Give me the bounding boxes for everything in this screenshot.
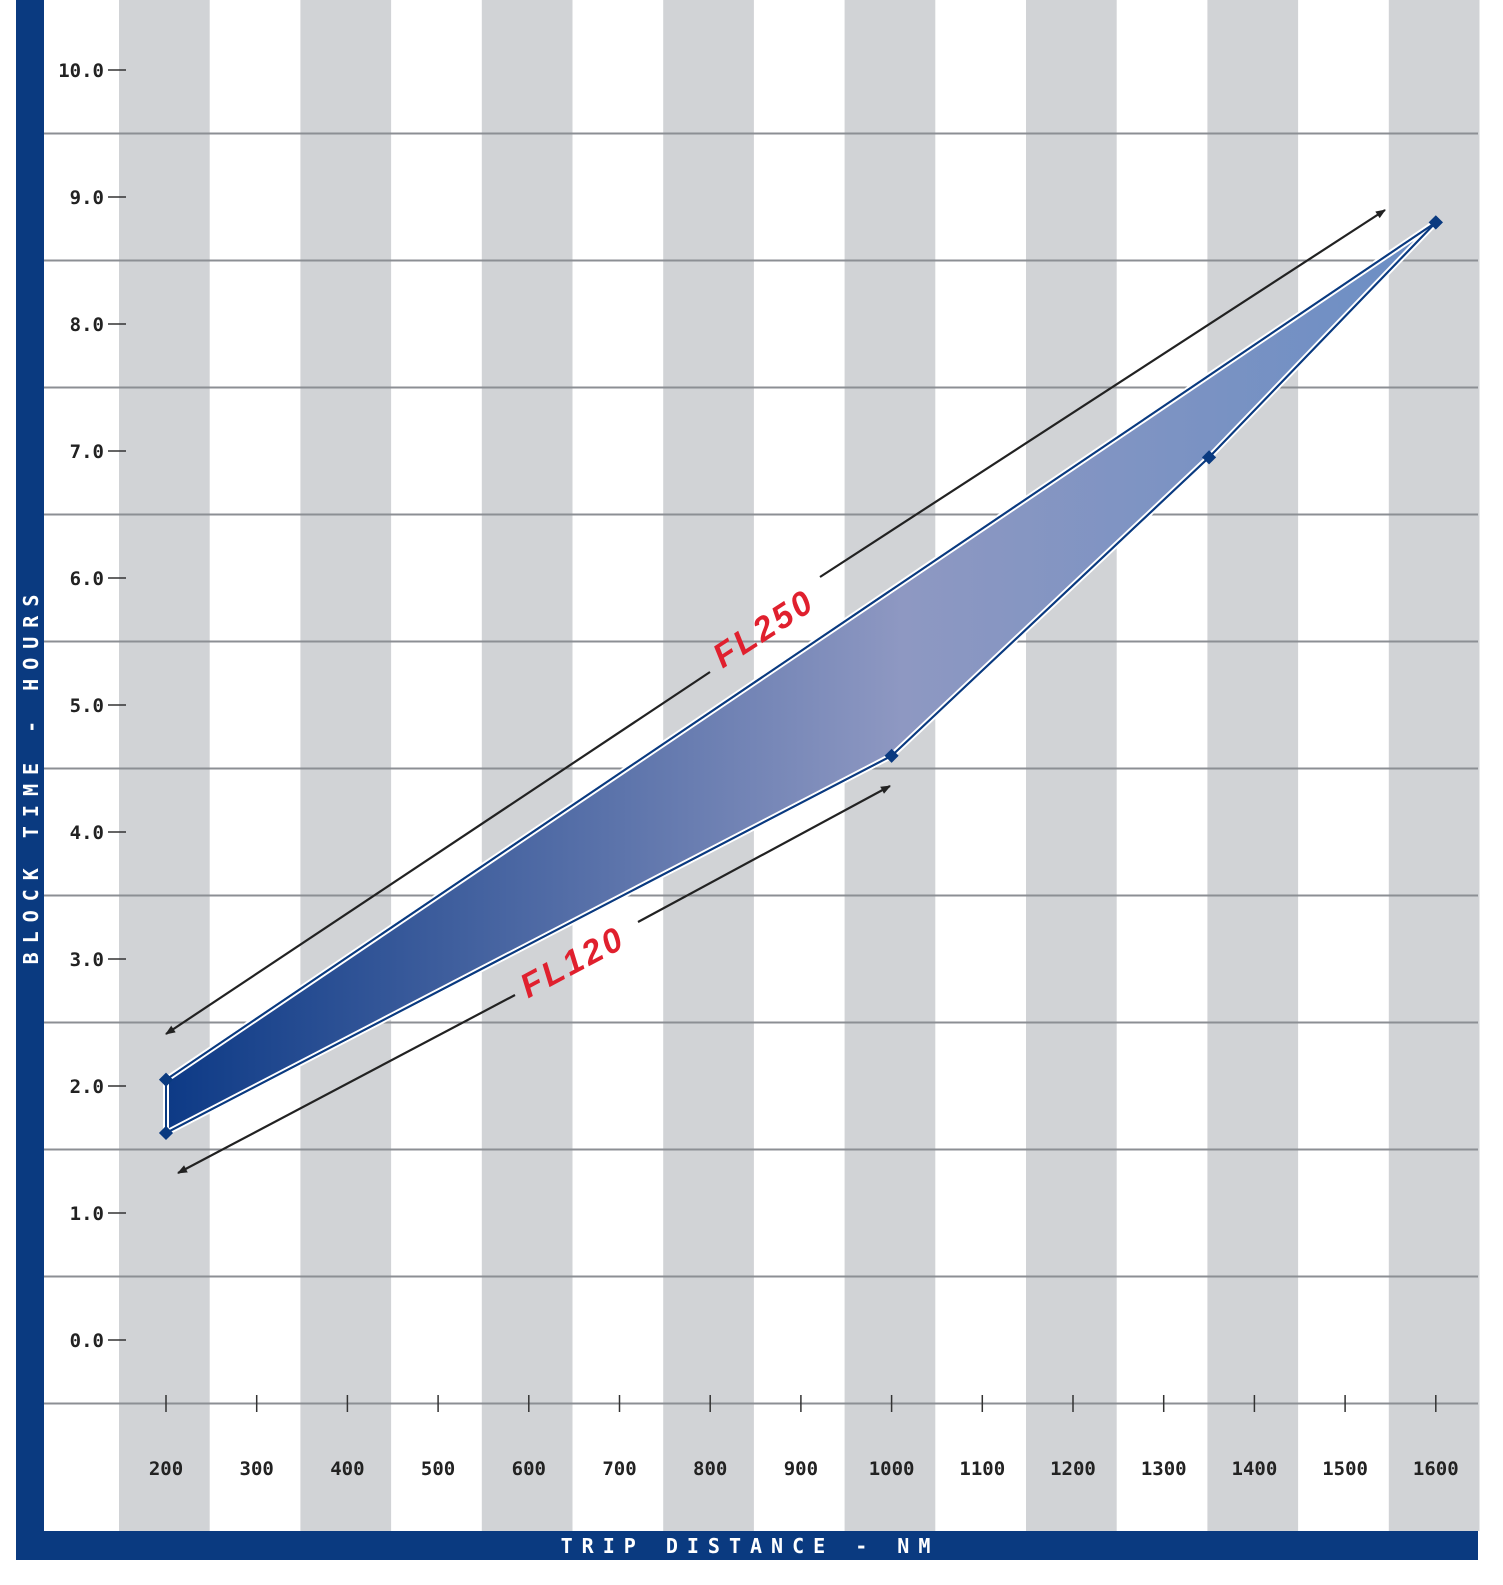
left-axis-bar xyxy=(16,0,44,1560)
y-tick-label: 9.0 xyxy=(70,187,104,209)
data-point-fl120 xyxy=(158,1125,174,1141)
x-tick-label: 1000 xyxy=(869,1458,915,1480)
y-axis-ticks: 0.0 1.0 2.0 3.0 4.0 5.0 6.0 7.0 8.0 9.0 10.0 xyxy=(58,60,126,1352)
x-axis-title: TRIP DISTANCE - NM xyxy=(561,1534,940,1558)
background-band xyxy=(1388,0,1480,1531)
background-band xyxy=(119,0,210,1531)
bottom-axis-bar xyxy=(16,1531,1478,1560)
x-tick-label: 500 xyxy=(421,1458,455,1480)
series-line-fl120 xyxy=(165,221,1437,1134)
y-tick-label: 5.0 xyxy=(70,695,104,717)
x-tick-label: 200 xyxy=(149,1458,183,1480)
y-tick-label: 10.0 xyxy=(58,60,104,82)
fl250-arrow-upper xyxy=(819,209,1386,578)
x-tick-label: 1300 xyxy=(1141,1458,1187,1480)
background-band xyxy=(300,0,392,1531)
y-tick-label: 2.0 xyxy=(70,1076,104,1098)
y-tick-label: 4.0 xyxy=(70,822,104,844)
y-axis-title: BLOCK TIME - HOURS xyxy=(19,586,43,965)
data-point-fl120 xyxy=(1428,215,1443,230)
x-tick-label: 1500 xyxy=(1322,1458,1368,1480)
fl120-arrow-upper xyxy=(637,785,891,923)
x-tick-label: 900 xyxy=(784,1458,818,1480)
y-tick-label: 7.0 xyxy=(70,441,104,463)
x-tick-label: 600 xyxy=(512,1458,546,1480)
x-tick-label: 800 xyxy=(693,1458,727,1480)
y-tick-label: 0.0 xyxy=(70,1330,104,1352)
x-tick-label: 700 xyxy=(602,1458,636,1480)
x-tick-label: 400 xyxy=(330,1458,364,1480)
y-tick-label: 6.0 xyxy=(70,568,104,590)
background-band xyxy=(1026,0,1117,1531)
x-tick-label: 300 xyxy=(240,1458,274,1480)
x-tick-label: 1100 xyxy=(959,1458,1005,1480)
series-line-fl250 xyxy=(165,221,1437,1081)
block-time-envelope xyxy=(163,219,1439,1136)
y-tick-label: 3.0 xyxy=(70,949,104,971)
x-tick-label: 1400 xyxy=(1232,1458,1278,1480)
data-point-fl120 xyxy=(884,748,899,763)
fl250-arrow-lower xyxy=(165,671,711,1035)
data-point-fl250 xyxy=(158,1072,174,1087)
data-point-fl120 xyxy=(1201,450,1217,465)
background-band xyxy=(1207,0,1299,1531)
fl120-arrow-lower xyxy=(177,994,516,1174)
data-markers xyxy=(158,215,1443,1141)
y-tick-label: 1.0 xyxy=(70,1203,104,1225)
y-tick-label: 8.0 xyxy=(70,314,104,336)
axis-titles: BLOCK TIME - HOURS TRIP DISTANCE - NM xyxy=(19,586,940,1558)
annotation-arrows xyxy=(165,209,1386,1174)
background-band xyxy=(481,0,573,1531)
x-axis-ticks: 200 300 400 500 600 700 800 900 1000 1100 1200 1300… xyxy=(149,1395,1459,1480)
chart-frame xyxy=(16,0,1478,1560)
x-tick-label: 1600 xyxy=(1413,1458,1459,1480)
x-tick-label: 1200 xyxy=(1050,1458,1096,1480)
